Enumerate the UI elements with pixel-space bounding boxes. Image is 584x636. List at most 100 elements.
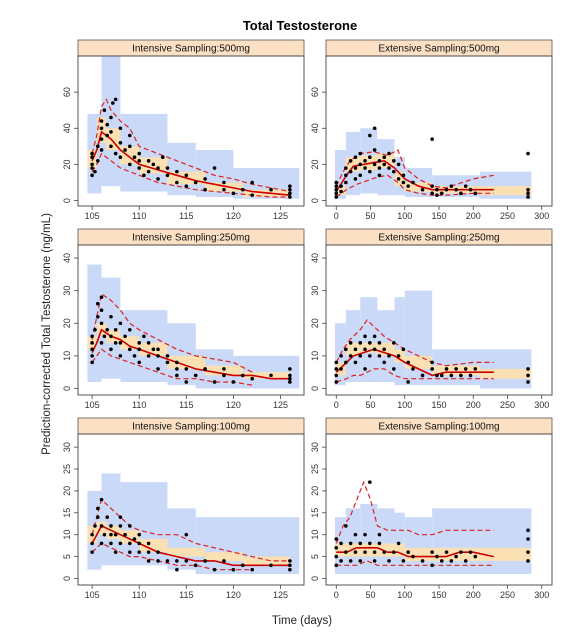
data-point	[435, 373, 439, 378]
data-point	[439, 191, 444, 196]
data-point	[444, 367, 449, 371]
x-tick-label: 300	[534, 400, 549, 410]
data-point	[392, 367, 396, 371]
median-prediction-band	[394, 543, 405, 557]
data-point	[526, 191, 530, 196]
data-point	[473, 367, 478, 371]
data-point	[463, 559, 468, 563]
y-tick-label: 15	[310, 508, 320, 518]
data-point	[269, 563, 273, 568]
data-point	[339, 184, 343, 188]
data-point	[363, 347, 367, 352]
data-point	[363, 532, 367, 537]
median-prediction-band	[167, 355, 206, 369]
data-point	[109, 532, 113, 537]
data-point	[231, 191, 236, 196]
data-point	[468, 187, 473, 192]
data-point	[439, 373, 444, 378]
data-point	[288, 184, 292, 188]
prediction-interval-band	[404, 290, 433, 386]
data-point	[358, 173, 363, 178]
data-point	[90, 360, 94, 365]
data-point	[396, 177, 401, 181]
data-point	[435, 187, 439, 192]
observed-upper-percentile-line	[335, 480, 494, 544]
x-tick-label: 200	[466, 211, 481, 221]
observed-upper-percentile-line	[91, 498, 290, 562]
y-tick-label: 0	[62, 386, 72, 391]
data-point	[377, 173, 382, 178]
data-point	[95, 506, 100, 511]
data-point	[444, 187, 449, 192]
data-point	[377, 341, 382, 345]
x-tick-label: 50	[366, 590, 376, 600]
data-point	[193, 180, 198, 185]
data-point	[288, 195, 292, 199]
y-tick-label: 20	[310, 486, 320, 496]
median-prediction-band	[432, 547, 481, 561]
data-point	[526, 195, 530, 199]
data-point	[90, 151, 94, 156]
data-point	[396, 541, 401, 546]
data-point	[358, 341, 363, 345]
y-tick-label: 30	[62, 286, 72, 296]
data-point	[430, 563, 434, 568]
y-tick-label: 10	[62, 351, 72, 361]
data-point	[132, 155, 137, 160]
panel-strip-label: Intensive Sampling:500mg	[132, 44, 250, 55]
data-point	[368, 341, 372, 345]
data-point	[231, 567, 236, 572]
median-prediction-band	[120, 336, 140, 350]
y-tick-label: 0	[310, 386, 320, 391]
data-point	[90, 166, 94, 170]
data-point	[348, 341, 353, 345]
observed-median-line	[335, 348, 494, 377]
median-prediction-band	[96, 521, 107, 535]
y-tick-label: 30	[310, 286, 320, 296]
data-point	[368, 354, 372, 358]
data-point	[353, 177, 358, 181]
x-tick-label: 150	[431, 590, 446, 600]
data-point	[463, 367, 468, 371]
y-tick-label: 0	[62, 576, 72, 581]
data-point	[288, 563, 292, 568]
data-point	[377, 166, 382, 170]
data-point	[358, 354, 363, 358]
prediction-interval-band	[377, 508, 395, 575]
data-point	[109, 144, 113, 149]
data-point	[353, 550, 358, 554]
panel-strip-label: Extensive Sampling:250mg	[378, 233, 499, 244]
data-point	[288, 559, 292, 563]
data-point	[288, 187, 292, 192]
data-point	[334, 537, 339, 541]
data-point	[334, 187, 339, 192]
data-point	[353, 532, 358, 537]
x-axis-title: Time (days)	[272, 615, 332, 627]
data-point	[392, 550, 396, 554]
data-point	[526, 528, 530, 533]
data-point	[377, 532, 382, 537]
data-point	[348, 354, 353, 358]
data-point	[420, 373, 425, 378]
data-point	[382, 162, 387, 167]
data-point	[102, 334, 107, 339]
y-axis-title: Prediction-corrected Total Testosterone …	[41, 213, 53, 455]
data-point	[459, 191, 463, 196]
data-point	[250, 567, 255, 572]
data-point	[334, 367, 339, 371]
data-point	[420, 187, 425, 192]
data-point	[449, 184, 454, 188]
prediction-interval-band	[360, 504, 378, 575]
data-point	[348, 559, 353, 563]
data-point	[344, 180, 348, 185]
data-point	[358, 559, 363, 563]
data-point	[203, 367, 207, 371]
median-prediction-band	[360, 155, 378, 170]
data-point	[99, 119, 104, 123]
data-point	[334, 563, 339, 568]
data-point	[334, 380, 339, 384]
data-point	[250, 180, 255, 185]
median-prediction-band	[377, 543, 395, 557]
data-point	[127, 541, 132, 546]
data-point	[137, 541, 142, 546]
